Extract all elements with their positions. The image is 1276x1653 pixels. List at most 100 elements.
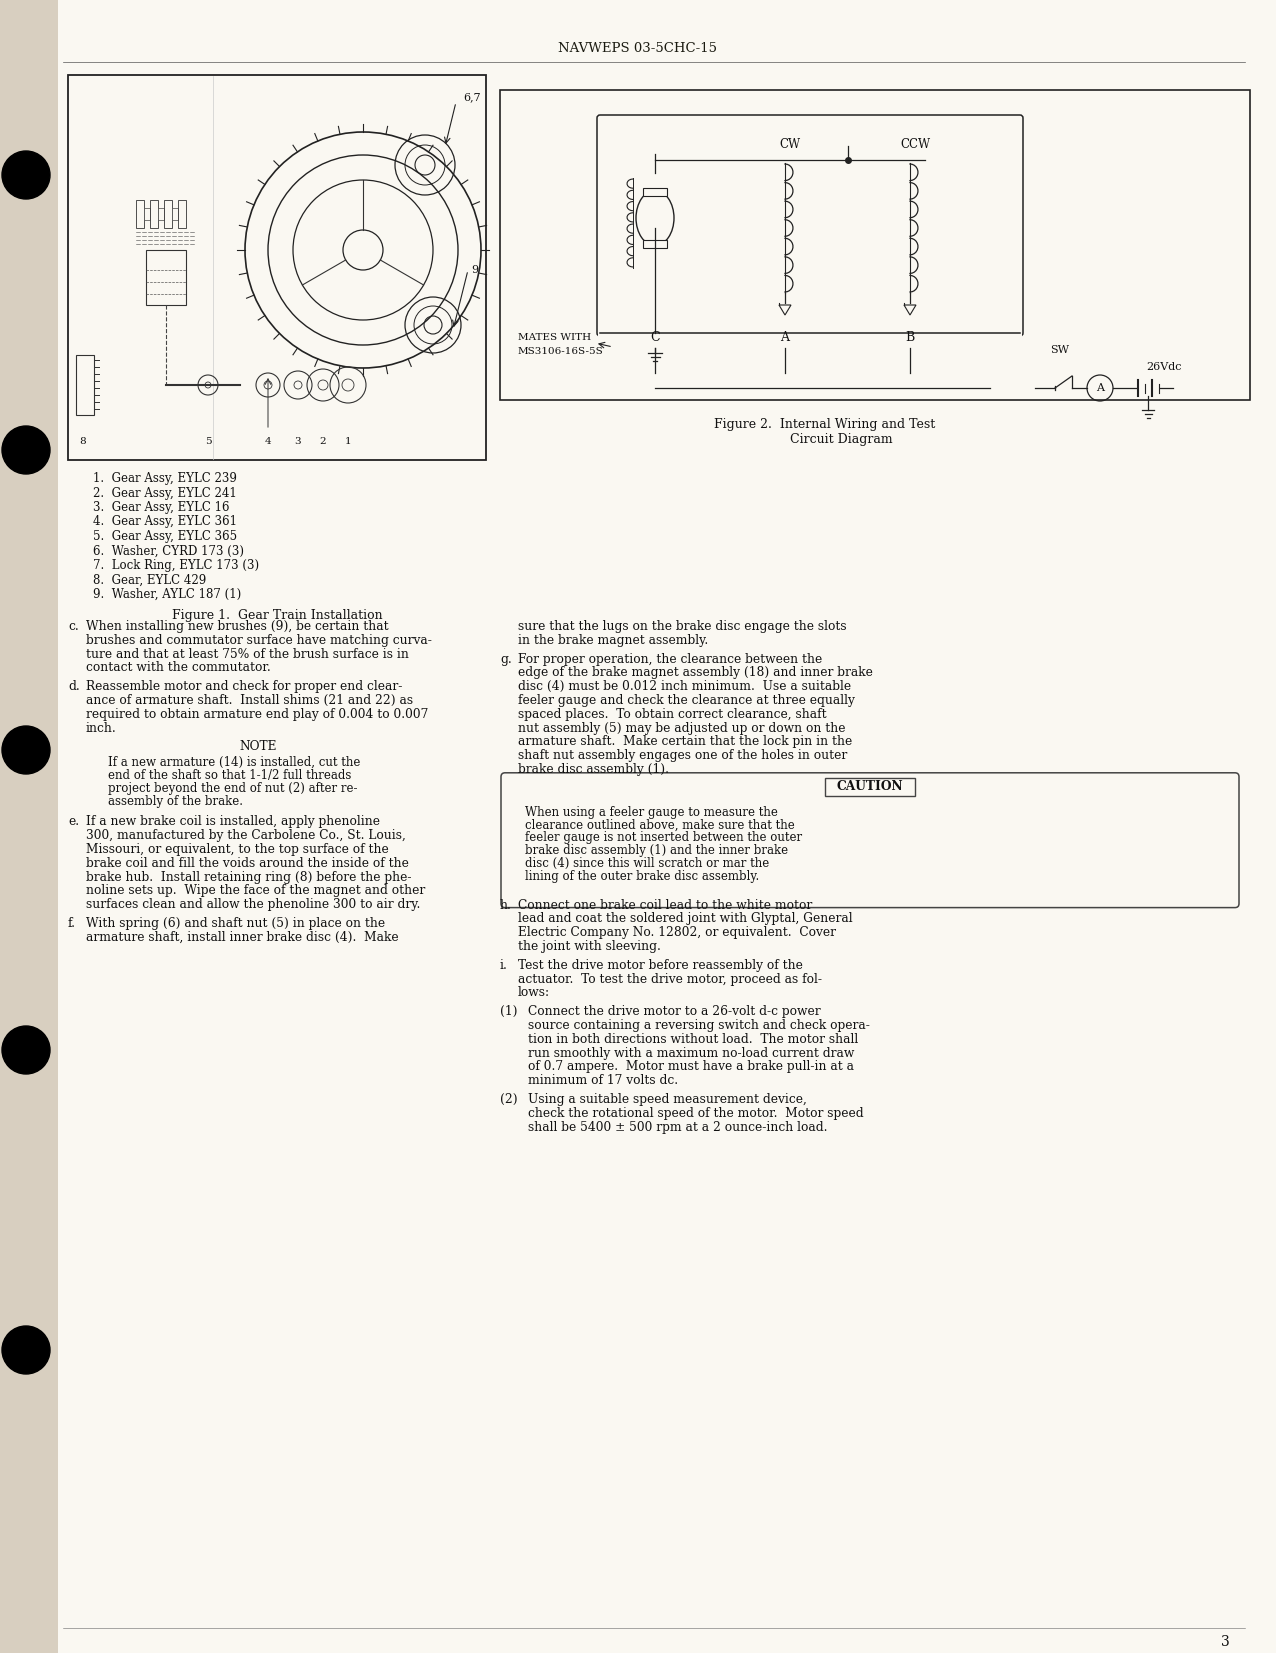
Text: feeler gauge is not inserted between the outer: feeler gauge is not inserted between the… [524,831,803,845]
Text: 3.  Gear Assy, EYLC 16: 3. Gear Assy, EYLC 16 [93,501,230,514]
Text: brake coil and fill the voids around the inside of the: brake coil and fill the voids around the… [85,856,408,869]
Text: Figure 2.  Internal Wiring and Test
        Circuit Diagram: Figure 2. Internal Wiring and Test Circu… [715,418,935,446]
Text: Connect one brake coil lead to the white motor: Connect one brake coil lead to the white… [518,899,813,911]
Text: 300, manufactured by the Carbolene Co., St. Louis,: 300, manufactured by the Carbolene Co., … [85,830,406,841]
Text: disc (4) since this will scratch or mar the: disc (4) since this will scratch or mar … [524,856,769,869]
Text: project beyond the end of nut (2) after re-: project beyond the end of nut (2) after … [108,782,357,795]
Text: MATES WITH: MATES WITH [518,332,591,342]
Text: noline sets up.  Wipe the face of the magnet and other: noline sets up. Wipe the face of the mag… [85,884,425,898]
Bar [643,188,667,197]
Circle shape [3,726,50,774]
Text: armature shaft, install inner brake disc (4).  Make: armature shaft, install inner brake disc… [85,931,398,944]
Text: of 0.7 ampere.  Motor must have a brake pull-in at a: of 0.7 ampere. Motor must have a brake p… [528,1061,854,1073]
Text: Reassemble motor and check for proper end clear-: Reassemble motor and check for proper en… [85,679,402,693]
Text: Connect the drive motor to a 26-volt d-c power: Connect the drive motor to a 26-volt d-c… [528,1005,820,1018]
Text: 5.  Gear Assy, EYLC 365: 5. Gear Assy, EYLC 365 [93,531,237,542]
Text: disc (4) must be 0.012 inch minimum.  Use a suitable: disc (4) must be 0.012 inch minimum. Use… [518,679,851,693]
Text: NOTE: NOTE [240,741,277,754]
Text: 2: 2 [320,438,327,446]
Bar [158,208,165,220]
Text: lows:: lows: [518,987,550,1000]
Text: assembly of the brake.: assembly of the brake. [108,795,242,808]
Text: feeler gauge and check the clearance at three equally: feeler gauge and check the clearance at … [518,694,855,707]
Text: shaft nut assembly engages one of the holes in outer: shaft nut assembly engages one of the ho… [518,749,847,762]
Bar [0,0,57,1653]
Text: Electric Company No. 12802, or equivalent.  Cover: Electric Company No. 12802, or equivalen… [518,926,836,939]
FancyBboxPatch shape [597,116,1023,336]
Text: 4.  Gear Assy, EYLC 361: 4. Gear Assy, EYLC 361 [93,516,237,529]
Text: actuator.  To test the drive motor, proceed as fol-: actuator. To test the drive motor, proce… [518,972,822,985]
Text: brake disc assembly (1).: brake disc assembly (1). [518,764,669,775]
Text: (2): (2) [500,1093,518,1106]
Text: B: B [906,331,915,344]
Text: 7.  Lock Ring, EYLC 173 (3): 7. Lock Ring, EYLC 173 (3) [93,559,259,572]
Text: 8.  Gear, EYLC 429: 8. Gear, EYLC 429 [93,574,207,587]
Text: 6,7: 6,7 [463,93,481,102]
Text: required to obtain armature end play of 0.004 to 0.007: required to obtain armature end play of … [85,707,429,721]
Text: nut assembly (5) may be adjusted up or down on the: nut assembly (5) may be adjusted up or d… [518,722,846,734]
Circle shape [3,1027,50,1074]
Text: 2.  Gear Assy, EYLC 241: 2. Gear Assy, EYLC 241 [93,486,237,499]
Text: When installing new brushes (9), be certain that: When installing new brushes (9), be cert… [85,620,389,633]
Text: With spring (6) and shaft nut (5) in place on the: With spring (6) and shaft nut (5) in pla… [85,917,385,931]
Bar [500,89,1250,400]
Text: in the brake magnet assembly.: in the brake magnet assembly. [518,633,708,646]
Bar [643,240,667,248]
Text: 1.  Gear Assy, EYLC 239: 1. Gear Assy, EYLC 239 [93,473,237,484]
Text: CW: CW [780,137,800,150]
Text: 1: 1 [345,438,351,446]
Text: Missouri, or equivalent, to the top surface of the: Missouri, or equivalent, to the top surf… [85,843,389,856]
Text: ture and that at least 75% of the brush surface is in: ture and that at least 75% of the brush … [85,648,408,661]
Text: 9: 9 [471,264,478,274]
Text: spaced places.  To obtain correct clearance, shaft: spaced places. To obtain correct clearan… [518,707,827,721]
Text: NAVWEPS 03-5CHC-15: NAVWEPS 03-5CHC-15 [559,41,717,55]
Text: d.: d. [68,679,79,693]
Text: A: A [1096,383,1104,393]
Text: surfaces clean and allow the phenoline 300 to air dry.: surfaces clean and allow the phenoline 3… [85,898,420,911]
Text: Test the drive motor before reassembly of the: Test the drive motor before reassembly o… [518,959,803,972]
Bar [145,250,186,306]
Text: sure that the lugs on the brake disc engage the slots: sure that the lugs on the brake disc eng… [518,620,846,633]
Text: tion in both directions without load.  The motor shall: tion in both directions without load. Th… [528,1033,859,1046]
Bar [598,331,1022,349]
Text: check the rotational speed of the motor.  Motor speed: check the rotational speed of the motor.… [528,1108,864,1119]
Text: inch.: inch. [85,722,116,734]
Text: 6.  Washer, CYRD 173 (3): 6. Washer, CYRD 173 (3) [93,544,244,557]
Text: 3: 3 [295,438,301,446]
Text: end of the shaft so that 1-1/2 full threads: end of the shaft so that 1-1/2 full thre… [108,769,351,782]
Bar [68,74,486,460]
Text: minimum of 17 volts dc.: minimum of 17 volts dc. [528,1074,678,1088]
Text: lining of the outer brake disc assembly.: lining of the outer brake disc assembly. [524,869,759,883]
Text: source containing a reversing switch and check opera-: source containing a reversing switch and… [528,1018,870,1031]
Text: shall be 5400 ± 500 rpm at a 2 ounce-inch load.: shall be 5400 ± 500 rpm at a 2 ounce-inc… [528,1121,828,1134]
Text: clearance outlined above, make sure that the: clearance outlined above, make sure that… [524,818,795,831]
Text: MS3106-16S-5S: MS3106-16S-5S [518,347,604,355]
Text: If a new armature (14) is installed, cut the: If a new armature (14) is installed, cut… [108,755,360,769]
Text: brake hub.  Install retaining ring (8) before the phe-: brake hub. Install retaining ring (8) be… [85,871,411,884]
Bar [172,208,177,220]
Text: armature shaft.  Make certain that the lock pin in the: armature shaft. Make certain that the lo… [518,736,852,749]
Bar [137,200,144,228]
Text: run smoothly with a maximum no-load current draw: run smoothly with a maximum no-load curr… [528,1046,855,1060]
Text: For proper operation, the clearance between the: For proper operation, the clearance betw… [518,653,822,666]
Text: SW: SW [1050,345,1069,355]
Bar [144,208,151,220]
FancyBboxPatch shape [501,774,1239,907]
Text: When using a feeler gauge to measure the: When using a feeler gauge to measure the [524,805,778,818]
Text: A: A [781,331,790,344]
Circle shape [3,426,50,474]
Text: 3: 3 [1221,1635,1230,1650]
Text: edge of the brake magnet assembly (18) and inner brake: edge of the brake magnet assembly (18) a… [518,666,873,679]
Text: lead and coat the soldered joint with Glyptal, General: lead and coat the soldered joint with Gl… [518,912,852,926]
Text: 26Vdc: 26Vdc [1146,362,1182,372]
Text: i.: i. [500,959,508,972]
Text: If a new brake coil is installed, apply phenoline: If a new brake coil is installed, apply … [85,815,380,828]
Text: 9.  Washer, AYLC 187 (1): 9. Washer, AYLC 187 (1) [93,588,241,602]
Text: the joint with sleeving.: the joint with sleeving. [518,941,661,954]
Circle shape [3,150,50,198]
Bar [151,200,158,228]
Text: contact with the commutator.: contact with the commutator. [85,661,271,674]
Text: CAUTION: CAUTION [837,780,903,793]
Text: (1): (1) [500,1005,518,1018]
Text: h.: h. [500,899,512,911]
